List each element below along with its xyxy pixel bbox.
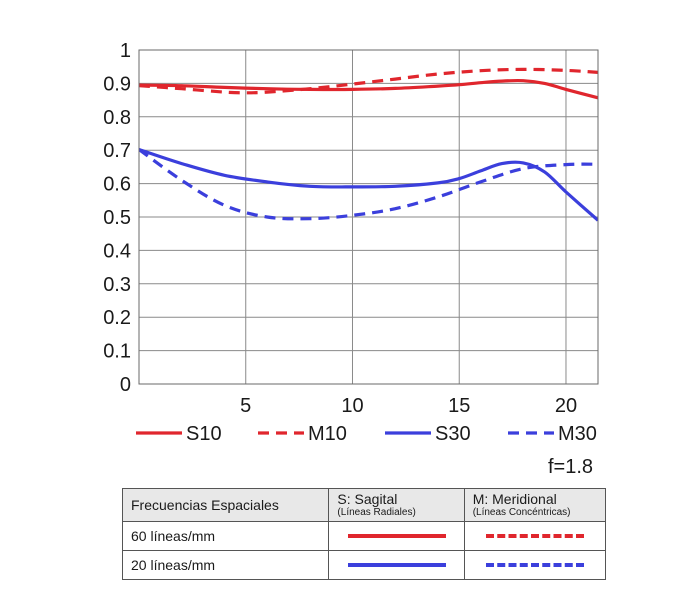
- y-tick-label: 0.6: [103, 174, 131, 196]
- header-meridional-title: M: Meridional: [472, 491, 557, 507]
- series-line-m10: [139, 67, 598, 95]
- y-tick-label: 1: [120, 40, 131, 62]
- swatch-cell: [328, 521, 465, 551]
- header-sagittal-subtitle: (Líneas Radiales): [337, 507, 416, 518]
- y-tick-label: 0.2: [103, 307, 131, 329]
- header-spatial-frequencies: Frecuencias Espaciales: [121, 488, 330, 522]
- x-tick-label: 15: [448, 395, 470, 417]
- sagittal-20-swatch: [347, 563, 446, 567]
- chart-grid: [139, 49, 598, 385]
- row-label: 60 líneas/mm: [121, 521, 330, 551]
- legend-label-m30: M30: [558, 423, 597, 445]
- meridional-60-swatch: [485, 534, 584, 538]
- y-tick-label: 0: [120, 374, 131, 396]
- chart-axes: 00.10.20.30.40.50.60.70.80.915 10 15 20: [103, 40, 599, 417]
- y-tick-label: 0.1: [103, 341, 131, 363]
- swatch-cell: [328, 550, 465, 580]
- chart-legend: S10 M10 S30 M30: [136, 423, 597, 445]
- swatch-cell: [463, 550, 607, 580]
- mtf-chart: 00.10.20.30.40.50.60.70.80.915 10 15 20 S10…: [103, 40, 599, 445]
- header-sagittal-title: S: Sagital: [337, 491, 398, 507]
- header-meridional: M: Meridional (Líneas Concéntricas): [463, 488, 607, 522]
- series-line-s30: [139, 147, 598, 222]
- swatch-cell: [463, 521, 607, 551]
- table-row: 20 líneas/mm: [121, 550, 607, 580]
- x-tick-label: 20: [555, 395, 577, 417]
- legend-table-header: Frecuencias Espaciales S: Sagital (Línea…: [121, 488, 607, 522]
- chart-series: [139, 67, 598, 222]
- x-tick-label: 10: [341, 395, 363, 417]
- header-meridional-subtitle: (Líneas Concéntricas): [472, 507, 571, 518]
- meridional-20-swatch: [485, 563, 584, 567]
- header-sagittal: S: Sagital (Líneas Radiales): [328, 488, 465, 522]
- table-row: 60 líneas/mm: [121, 521, 607, 551]
- series-line-s10: [139, 78, 598, 100]
- y-tick-label: 0.3: [103, 274, 131, 296]
- x-tick-label: 5: [240, 395, 251, 417]
- y-tick-label: 0.9: [103, 73, 131, 95]
- y-tick-label: 0.4: [103, 240, 131, 262]
- aperture-label: f=1.8: [548, 456, 594, 478]
- legend-label-s30: S30: [435, 423, 471, 445]
- legend-label-m10: M10: [308, 423, 347, 445]
- y-tick-label: 0.7: [103, 140, 131, 162]
- plot-frame: [138, 49, 599, 385]
- legend-label-s10: S10: [186, 423, 222, 445]
- sagittal-60-swatch: [347, 534, 446, 538]
- legend-table: Frecuencias Espaciales S: Sagital (Línea…: [121, 488, 607, 580]
- series-line-m30: [139, 148, 598, 221]
- row-label: 20 líneas/mm: [121, 550, 330, 580]
- y-tick-label: 0.5: [103, 207, 131, 229]
- y-tick-label: 0.8: [103, 107, 131, 129]
